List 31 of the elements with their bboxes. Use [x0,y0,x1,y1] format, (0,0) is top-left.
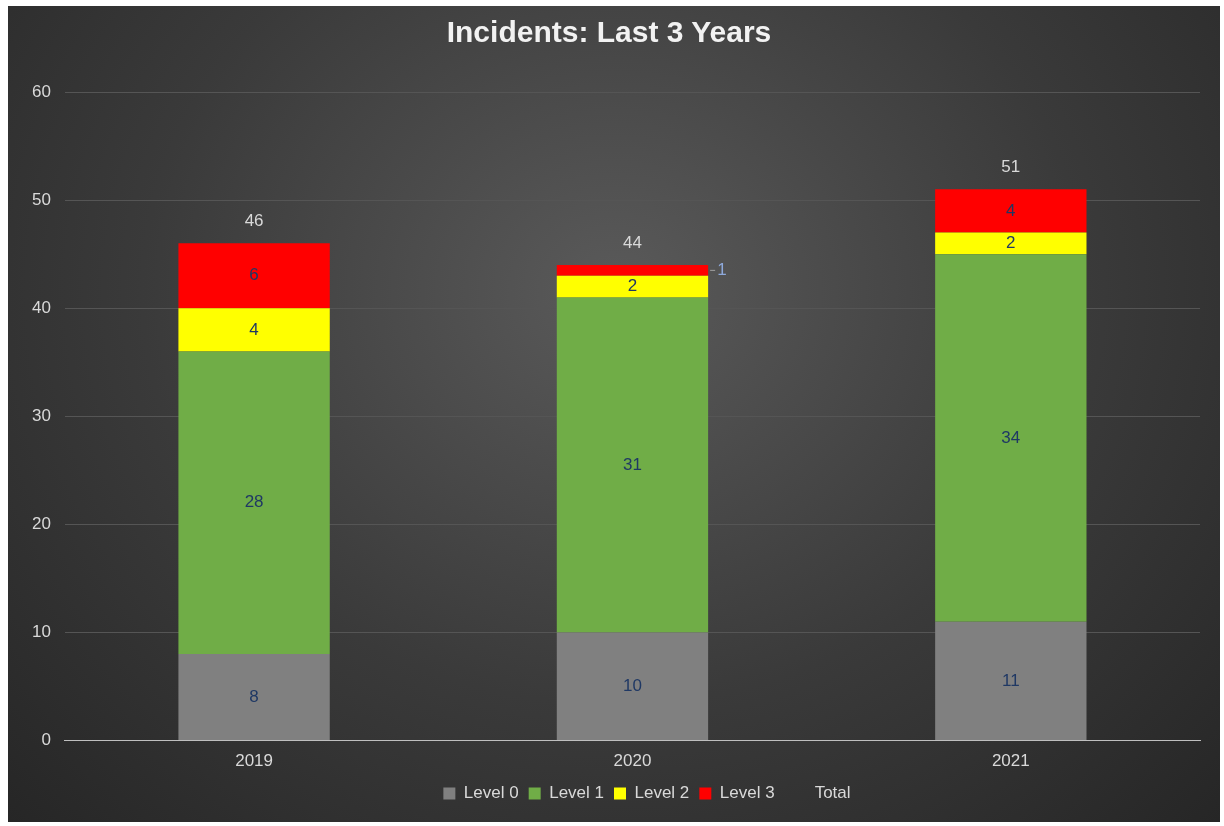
text: Total [814,783,851,803]
legend-label: Level 2 [634,783,690,803]
y-tick-label: 60 [31,81,51,101]
y-tick-label: 10 [31,622,51,642]
data-label: 2 [1006,233,1016,253]
y-tick-label: 20 [31,514,51,534]
data-label: 2 [627,276,638,296]
data-label: 31 [622,454,642,474]
y-tick-label: 0 [41,730,51,750]
y-tick-label: 40 [31,297,51,317]
x-tick-label: 2019 [235,751,274,771]
data-label: 6 [249,265,259,285]
legend-label: Level 0 [463,783,519,803]
x-tick-label: 2021 [991,751,1030,771]
y-tick-label: 30 [31,405,51,425]
data-label: 4 [249,319,259,339]
data-label: 11 [1001,670,1020,690]
total-label: 51 [1001,156,1021,176]
data-label: 4 [1006,200,1016,220]
data-label: 34 [1001,427,1021,447]
data-label: 10 [622,675,642,695]
total-label: 46 [244,211,264,231]
chart-title: Incidents: Last 3 Years [446,15,772,49]
y-tick-label: 50 [31,189,51,209]
data-label: 8 [249,686,259,706]
data-label: 28 [244,492,264,512]
x-tick-label: 2020 [613,751,652,771]
legend-label: Level 3 [719,783,775,803]
total-label: 44 [622,232,642,252]
data-label: 1 [717,260,727,280]
legend-label: Level 1 [549,783,605,803]
